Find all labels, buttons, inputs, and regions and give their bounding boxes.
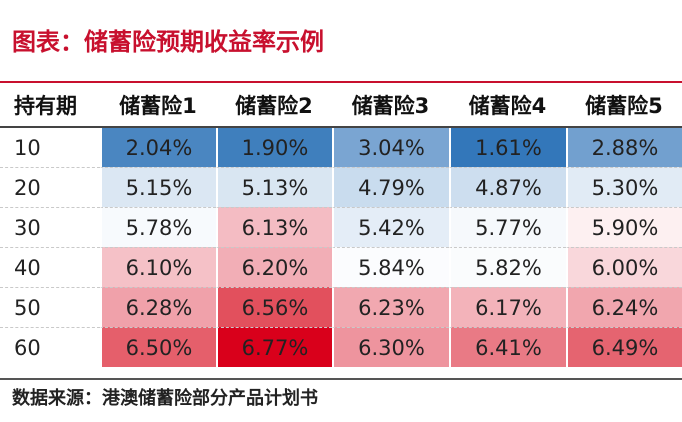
yield-cell: 5.78%	[100, 207, 216, 247]
yield-cell: 5.84%	[332, 247, 449, 287]
holding-period-cell: 10	[14, 135, 41, 160]
yield-cell: 5.13%	[216, 167, 332, 207]
table-row: 40 6.10% 6.20% 5.84% 5.82% 6.00%	[0, 247, 682, 287]
holding-period-cell: 20	[0, 167, 100, 207]
holding-period-cell: 40	[0, 247, 100, 287]
table-row: 10 2.04% 1.90% 3.04% 1.61% 2.88%	[0, 128, 682, 167]
source-divider	[0, 378, 682, 380]
yield-cell: 2.88%	[566, 128, 682, 167]
yield-cell: 6.30%	[332, 327, 449, 367]
yield-cell: 5.30%	[566, 167, 682, 207]
column-header-period: 持有期	[0, 84, 100, 128]
yield-cell: 5.90%	[566, 207, 682, 247]
yield-cell: 6.00%	[566, 247, 682, 287]
column-header-product-1: 储蓄险1	[100, 84, 216, 128]
column-header-product-4: 储蓄险4	[449, 84, 566, 128]
yield-cell: 1.90%	[216, 128, 332, 167]
table-header-row: 持有期 储蓄险1 储蓄险2 储蓄险3 储蓄险4 储蓄险5	[0, 84, 682, 128]
holding-period-cell: 50	[0, 287, 100, 327]
yield-cell: 6.49%	[566, 327, 682, 367]
yield-cell: 5.77%	[449, 207, 566, 247]
yield-cell: 6.13%	[216, 207, 332, 247]
yield-cell: 6.41%	[449, 327, 566, 367]
yield-cell: 6.77%	[216, 327, 332, 367]
table-body: 10 2.04% 1.90% 3.04% 1.61% 2.88% 20 5.15% 5.13% 4…	[0, 128, 682, 367]
yield-cell: 6.24%	[566, 287, 682, 327]
yield-cell: 5.42%	[332, 207, 449, 247]
table-row: 20 5.15% 5.13% 4.79% 4.87% 5.30%	[0, 167, 682, 207]
yield-heatmap-table: 持有期 储蓄险1 储蓄险2 储蓄险3 储蓄险4 储蓄险5 10 2.04% 1.90…	[0, 84, 682, 367]
yield-cell: 6.10%	[100, 247, 216, 287]
yield-cell: 6.28%	[100, 287, 216, 327]
column-header-product-5: 储蓄险5	[566, 84, 682, 128]
yield-cell: 5.82%	[449, 247, 566, 287]
column-header-product-3: 储蓄险3	[332, 84, 449, 128]
yield-cell: 2.04%	[100, 128, 216, 167]
table-row: 30 5.78% 6.13% 5.42% 5.77% 5.90%	[0, 207, 682, 247]
yield-cell: 6.23%	[332, 287, 449, 327]
yield-cell: 6.56%	[216, 287, 332, 327]
table-row: 50 6.28% 6.56% 6.23% 6.17% 6.24%	[0, 287, 682, 327]
yield-cell: 5.15%	[100, 167, 216, 207]
yield-cell: 6.17%	[449, 287, 566, 327]
title-divider	[0, 81, 682, 83]
table-row: 60 6.50% 6.77% 6.30% 6.41% 6.49%	[0, 327, 682, 367]
yield-cell: 4.79%	[332, 167, 449, 207]
yield-cell: 4.87%	[449, 167, 566, 207]
source-note: 数据来源：港澳储蓄险部分产品计划书	[12, 388, 318, 409]
yield-cell: 6.20%	[216, 247, 332, 287]
figure-title: 图表：储蓄险预期收益率示例	[12, 28, 324, 56]
column-header-product-2: 储蓄险2	[216, 84, 332, 128]
yield-cell: 1.61%	[449, 128, 566, 167]
yield-cell: 6.50%	[100, 327, 216, 367]
holding-period-cell: 60	[0, 327, 100, 367]
holding-period-cell: 30	[0, 207, 100, 247]
yield-cell: 3.04%	[332, 128, 449, 167]
